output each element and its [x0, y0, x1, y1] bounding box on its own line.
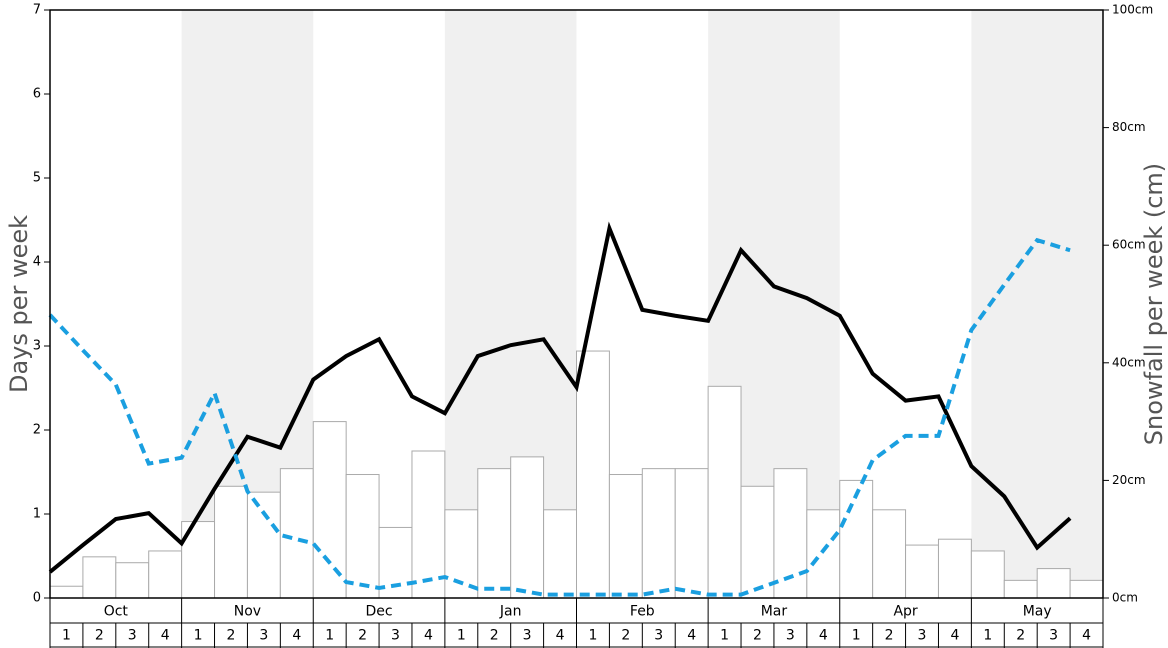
bar — [740, 485, 775, 599]
x-tick-label: 4 — [1082, 628, 1091, 644]
bar — [1069, 579, 1104, 599]
bar — [82, 556, 117, 599]
x-tick-label: 2 — [490, 628, 499, 644]
y-tick-label: 5 — [33, 171, 41, 186]
bar — [279, 468, 314, 599]
y2-axis-label: Snowfall per week (cm) — [1140, 163, 1168, 445]
bar — [214, 485, 248, 599]
x-tick-label: 1 — [720, 628, 729, 644]
x-tick-label: 3 — [523, 628, 532, 644]
x-tick-label: 2 — [227, 628, 236, 644]
y2-tick-label: 100cm — [1112, 3, 1153, 17]
bar — [872, 509, 907, 599]
x-tick-label: 3 — [786, 628, 795, 644]
x-tick-label: 2 — [358, 628, 367, 644]
bar — [576, 350, 610, 599]
y2-tick-label: 60cm — [1112, 238, 1146, 252]
bar — [707, 385, 742, 599]
bar — [477, 468, 512, 599]
bar — [608, 474, 643, 599]
bar — [312, 421, 347, 599]
month-label: Jan — [499, 604, 522, 620]
bar — [937, 538, 972, 599]
x-tick-label: 3 — [1049, 628, 1058, 644]
x-tick-label: 2 — [885, 628, 894, 644]
y-tick-label: 1 — [33, 507, 41, 522]
month-label: Dec — [366, 604, 393, 620]
month-label: Feb — [630, 604, 655, 620]
y-axis-label: Days per week — [5, 215, 33, 393]
x-tick-label: 2 — [95, 628, 104, 644]
x-tick-label: 1 — [852, 628, 861, 644]
x-tick-label: 1 — [983, 628, 992, 644]
x-tick-label: 1 — [588, 628, 597, 644]
y2-tick-label: 20cm — [1112, 473, 1146, 487]
x-tick-label: 3 — [918, 628, 927, 644]
month-label: May — [1023, 604, 1052, 620]
month-label: Oct — [104, 604, 129, 620]
line — [48, 237, 1071, 597]
month-label: Nov — [234, 604, 261, 620]
bar — [510, 456, 545, 599]
x-tick-label: 2 — [753, 628, 762, 644]
x-tick-label: 1 — [194, 628, 203, 644]
x-tick-label: 1 — [62, 628, 71, 644]
bar — [543, 509, 577, 599]
bar — [905, 544, 939, 599]
y-tick-label: 2 — [33, 423, 41, 438]
x-tick-label: 1 — [325, 628, 334, 644]
bar — [1003, 579, 1038, 599]
bar — [246, 491, 281, 599]
y2-tick-label: 40cm — [1112, 355, 1146, 369]
bar — [674, 468, 709, 599]
bar — [345, 474, 380, 599]
x-tick-label: 2 — [621, 628, 630, 644]
x-tick-label: 4 — [161, 628, 170, 644]
bar — [49, 585, 84, 599]
y2-tick-label: 0cm — [1112, 591, 1138, 605]
y-tick-label: 3 — [33, 339, 41, 354]
bar — [411, 450, 446, 599]
x-tick-label: 4 — [950, 628, 959, 644]
bar — [970, 550, 1005, 599]
month-label: Apr — [893, 604, 917, 620]
y2-tick-label: 80cm — [1112, 120, 1146, 134]
month-label: Mar — [761, 604, 788, 620]
x-tick-label: 4 — [819, 628, 828, 644]
line — [48, 221, 1072, 574]
month-shade — [971, 10, 1103, 598]
x-tick-label: 2 — [1016, 628, 1025, 644]
axes: 0 1 2 3 4 5 6 7 0cm 20cm 40cm 60cm 80cm 100cm Oct Nov De… — [33, 3, 1153, 648]
bar — [839, 479, 874, 599]
bar — [1036, 568, 1071, 599]
bar — [806, 509, 841, 599]
bar — [115, 562, 150, 599]
x-tick-label: 4 — [292, 628, 301, 644]
y-tick-label: 4 — [33, 255, 41, 270]
x-tick-label: 4 — [424, 628, 433, 644]
x-tick-label: 4 — [556, 628, 565, 644]
x-tick-label: 3 — [391, 628, 400, 644]
bar — [148, 550, 183, 599]
x-tick-label: 3 — [128, 628, 137, 644]
y-tick-label: 6 — [33, 87, 41, 102]
x-tick-label: 3 — [259, 628, 268, 644]
y-tick-label: 0 — [33, 591, 41, 606]
y-tick-label: 7 — [33, 3, 41, 18]
x-tick-label: 1 — [457, 628, 466, 644]
bar — [641, 468, 676, 599]
x-tick-label: 3 — [654, 628, 663, 644]
x-tick-label: 4 — [687, 628, 696, 644]
